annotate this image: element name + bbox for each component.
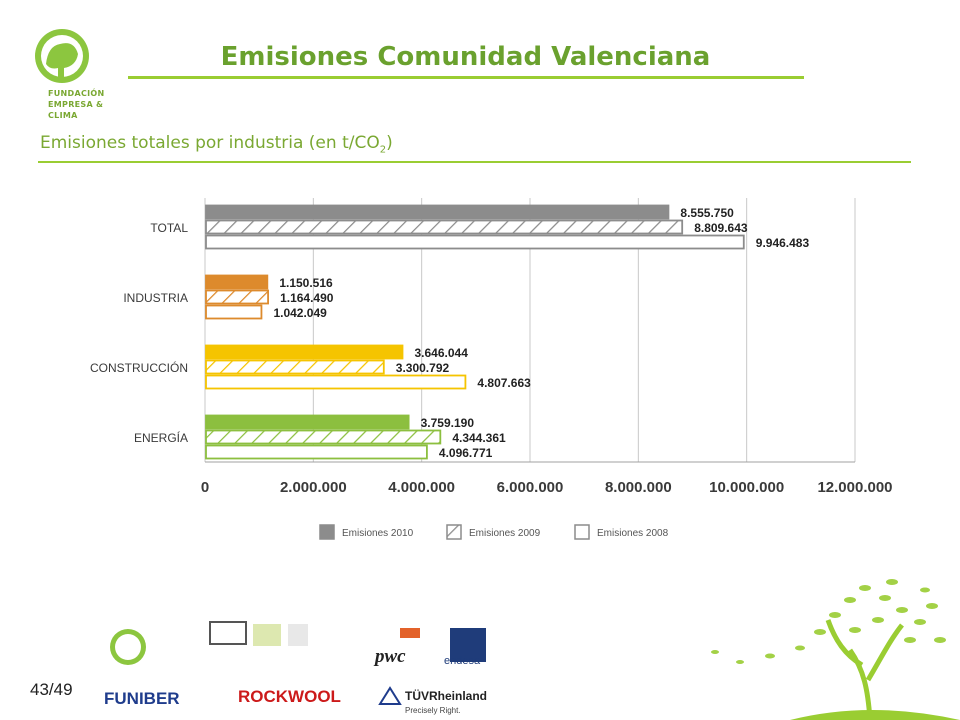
chart-subtitle: Emisiones totales por industria (en t/CO…	[40, 133, 393, 155]
x-tick-label: 2.000.000	[280, 479, 347, 496]
legend-swatch	[319, 524, 335, 540]
category-label: ENERGÍA	[134, 430, 188, 445]
legend-swatch	[574, 524, 590, 540]
fundacion-logo	[35, 29, 89, 83]
bar	[205, 274, 269, 290]
sponsor-tuv: TÜVRheinland	[405, 688, 487, 703]
bar	[205, 359, 385, 375]
labels-layer: 0 2.000.000 4.000.000 6.000.000 8.000.000 10.…	[90, 206, 893, 496]
sponsor-tuv-tagline: Precisely Right.	[405, 706, 461, 715]
subtitle-text: Emisiones totales por industria (en t/CO	[40, 133, 380, 153]
category-label: CONSTRUCCIÓN	[90, 360, 188, 375]
x-tick-label: 6.000.000	[497, 479, 564, 496]
unitwin-logo	[253, 624, 281, 646]
legend-swatch	[446, 524, 462, 540]
esci-logo	[288, 624, 308, 646]
bar-value-label: 3.300.792	[396, 361, 450, 375]
grid-layer	[204, 198, 856, 463]
category-label: TOTAL	[150, 221, 188, 235]
logo-line-2: EMPRESA &	[48, 100, 104, 109]
page-title: Emisiones Comunidad Valenciana	[220, 42, 711, 72]
legend-layer: Emisiones 2010 Emisiones 2009 Emisiones 20…	[319, 524, 669, 540]
legend-label: Emisiones 2010	[342, 528, 414, 539]
bar-value-label: 4.344.361	[452, 431, 506, 445]
bar-value-label: 8.555.750	[680, 206, 734, 220]
emissions-bar-chart: 0 2.000.000 4.000.000 6.000.000 8.000.000 10.…	[90, 198, 893, 540]
bar	[205, 429, 442, 445]
subtitle-end: )	[386, 133, 393, 153]
sponsor-pwc: pwc	[373, 646, 406, 667]
bar	[205, 344, 404, 360]
subtitle-subscript: 2	[379, 144, 387, 156]
x-tick-label: 12.000.000	[817, 479, 892, 496]
bar	[205, 304, 263, 320]
bar	[205, 219, 684, 235]
sponsor-logos: FUNIBER ROCKWOOL pwc endesa TÜVRheinland…	[104, 621, 487, 715]
x-tick-label: 4.000.000	[388, 479, 455, 496]
bar-value-label: 1.150.516	[279, 276, 333, 290]
bar-value-label: 1.164.490	[280, 291, 334, 305]
bar	[205, 444, 428, 460]
bar-value-label: 3.759.190	[421, 416, 475, 430]
bar	[205, 289, 269, 305]
slide-number: 43/49	[30, 680, 73, 699]
unesco-logo	[209, 621, 247, 645]
bar-value-label: 4.096.771	[439, 446, 493, 460]
tree-illustration	[711, 579, 960, 720]
bar-value-label: 8.809.643	[694, 221, 748, 235]
bar	[205, 414, 410, 430]
legend-label: Emisiones 2008	[597, 528, 669, 539]
logo-text: FUNDACIÓN EMPRESA & CLIMA	[48, 88, 105, 121]
bar-value-label: 4.807.663	[477, 376, 531, 390]
legend-label: Emisiones 2009	[469, 528, 541, 539]
bar-value-label: 1.042.049	[273, 306, 327, 320]
sponsor-funiber: FUNIBER	[104, 689, 180, 708]
bars-layer	[205, 204, 745, 460]
sponsor-rockwool: ROCKWOOL	[238, 687, 341, 706]
bar	[205, 374, 467, 390]
x-tick-label: 10.000.000	[709, 479, 784, 496]
pwc-mark	[400, 628, 420, 638]
logo-line-1: FUNDACIÓN	[48, 89, 105, 98]
bar-value-label: 9.946.483	[756, 236, 810, 250]
logo-line-3: CLIMA	[48, 111, 78, 120]
endesa-mark	[450, 628, 486, 662]
category-label: INDUSTRIA	[123, 291, 188, 305]
bar	[205, 204, 670, 220]
x-tick-label: 8.000.000	[605, 479, 672, 496]
bar-value-label: 3.646.044	[414, 346, 468, 360]
tuv-mark	[378, 686, 402, 705]
title-divider	[128, 76, 804, 79]
sponsor-endesa: endesa	[444, 655, 481, 667]
subtitle-divider	[38, 161, 911, 163]
bar	[205, 234, 745, 250]
x-tick-label: 0	[201, 479, 209, 496]
